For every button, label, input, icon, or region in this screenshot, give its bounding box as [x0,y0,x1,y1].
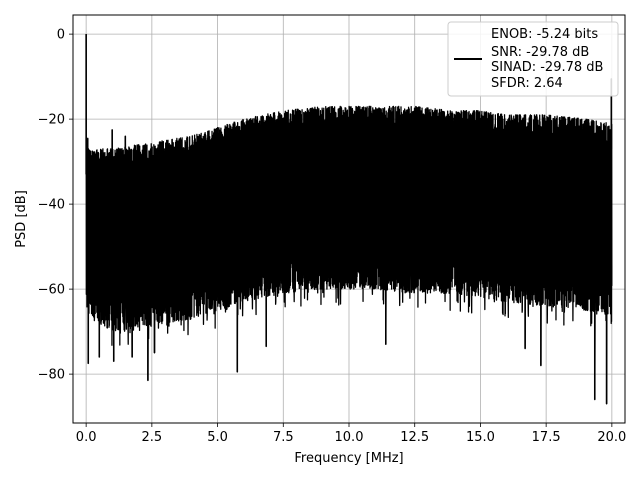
y-ticks: 0 −20 −40 −60 −80 [38,28,73,383]
x-tick-label: 5.0 [207,430,228,445]
x-axis-label: Frequency [MHz] [294,451,403,466]
y-tick-label: −80 [38,368,65,383]
x-tick-label: 7.5 [273,430,294,445]
x-tick-label: 10.0 [335,430,364,445]
x-tick-label: 20.0 [597,430,626,445]
legend-line-4: SFDR: 2.64 [491,76,563,91]
x-tick-label: 0.0 [76,430,97,445]
legend-line-1: ENOB: -5.24 bits [491,27,598,42]
x-tick-label: 17.5 [532,430,561,445]
legend-line-2: SNR: -29.78 dB [491,45,589,60]
y-tick-label: −60 [38,283,65,298]
psd-line [85,34,613,405]
x-tick-label: 12.5 [400,430,429,445]
y-axis-label: PSD [dB] [14,190,29,248]
legend-box [447,21,619,97]
x-ticks: 0.0 2.5 5.0 7.5 10.0 12.5 15.0 17.5 20.0 [76,423,626,445]
legend-line-3: SINAD: -29.78 dB [491,60,603,75]
x-tick-label: 2.5 [142,430,163,445]
x-tick-label: 15.0 [466,430,495,445]
legend: ENOB: -5.24 bits SNR: -29.78 dB SINAD: -… [447,21,619,97]
y-tick-label: 0 [57,28,65,43]
y-tick-label: −40 [38,198,65,213]
y-tick-label: −20 [38,113,65,128]
